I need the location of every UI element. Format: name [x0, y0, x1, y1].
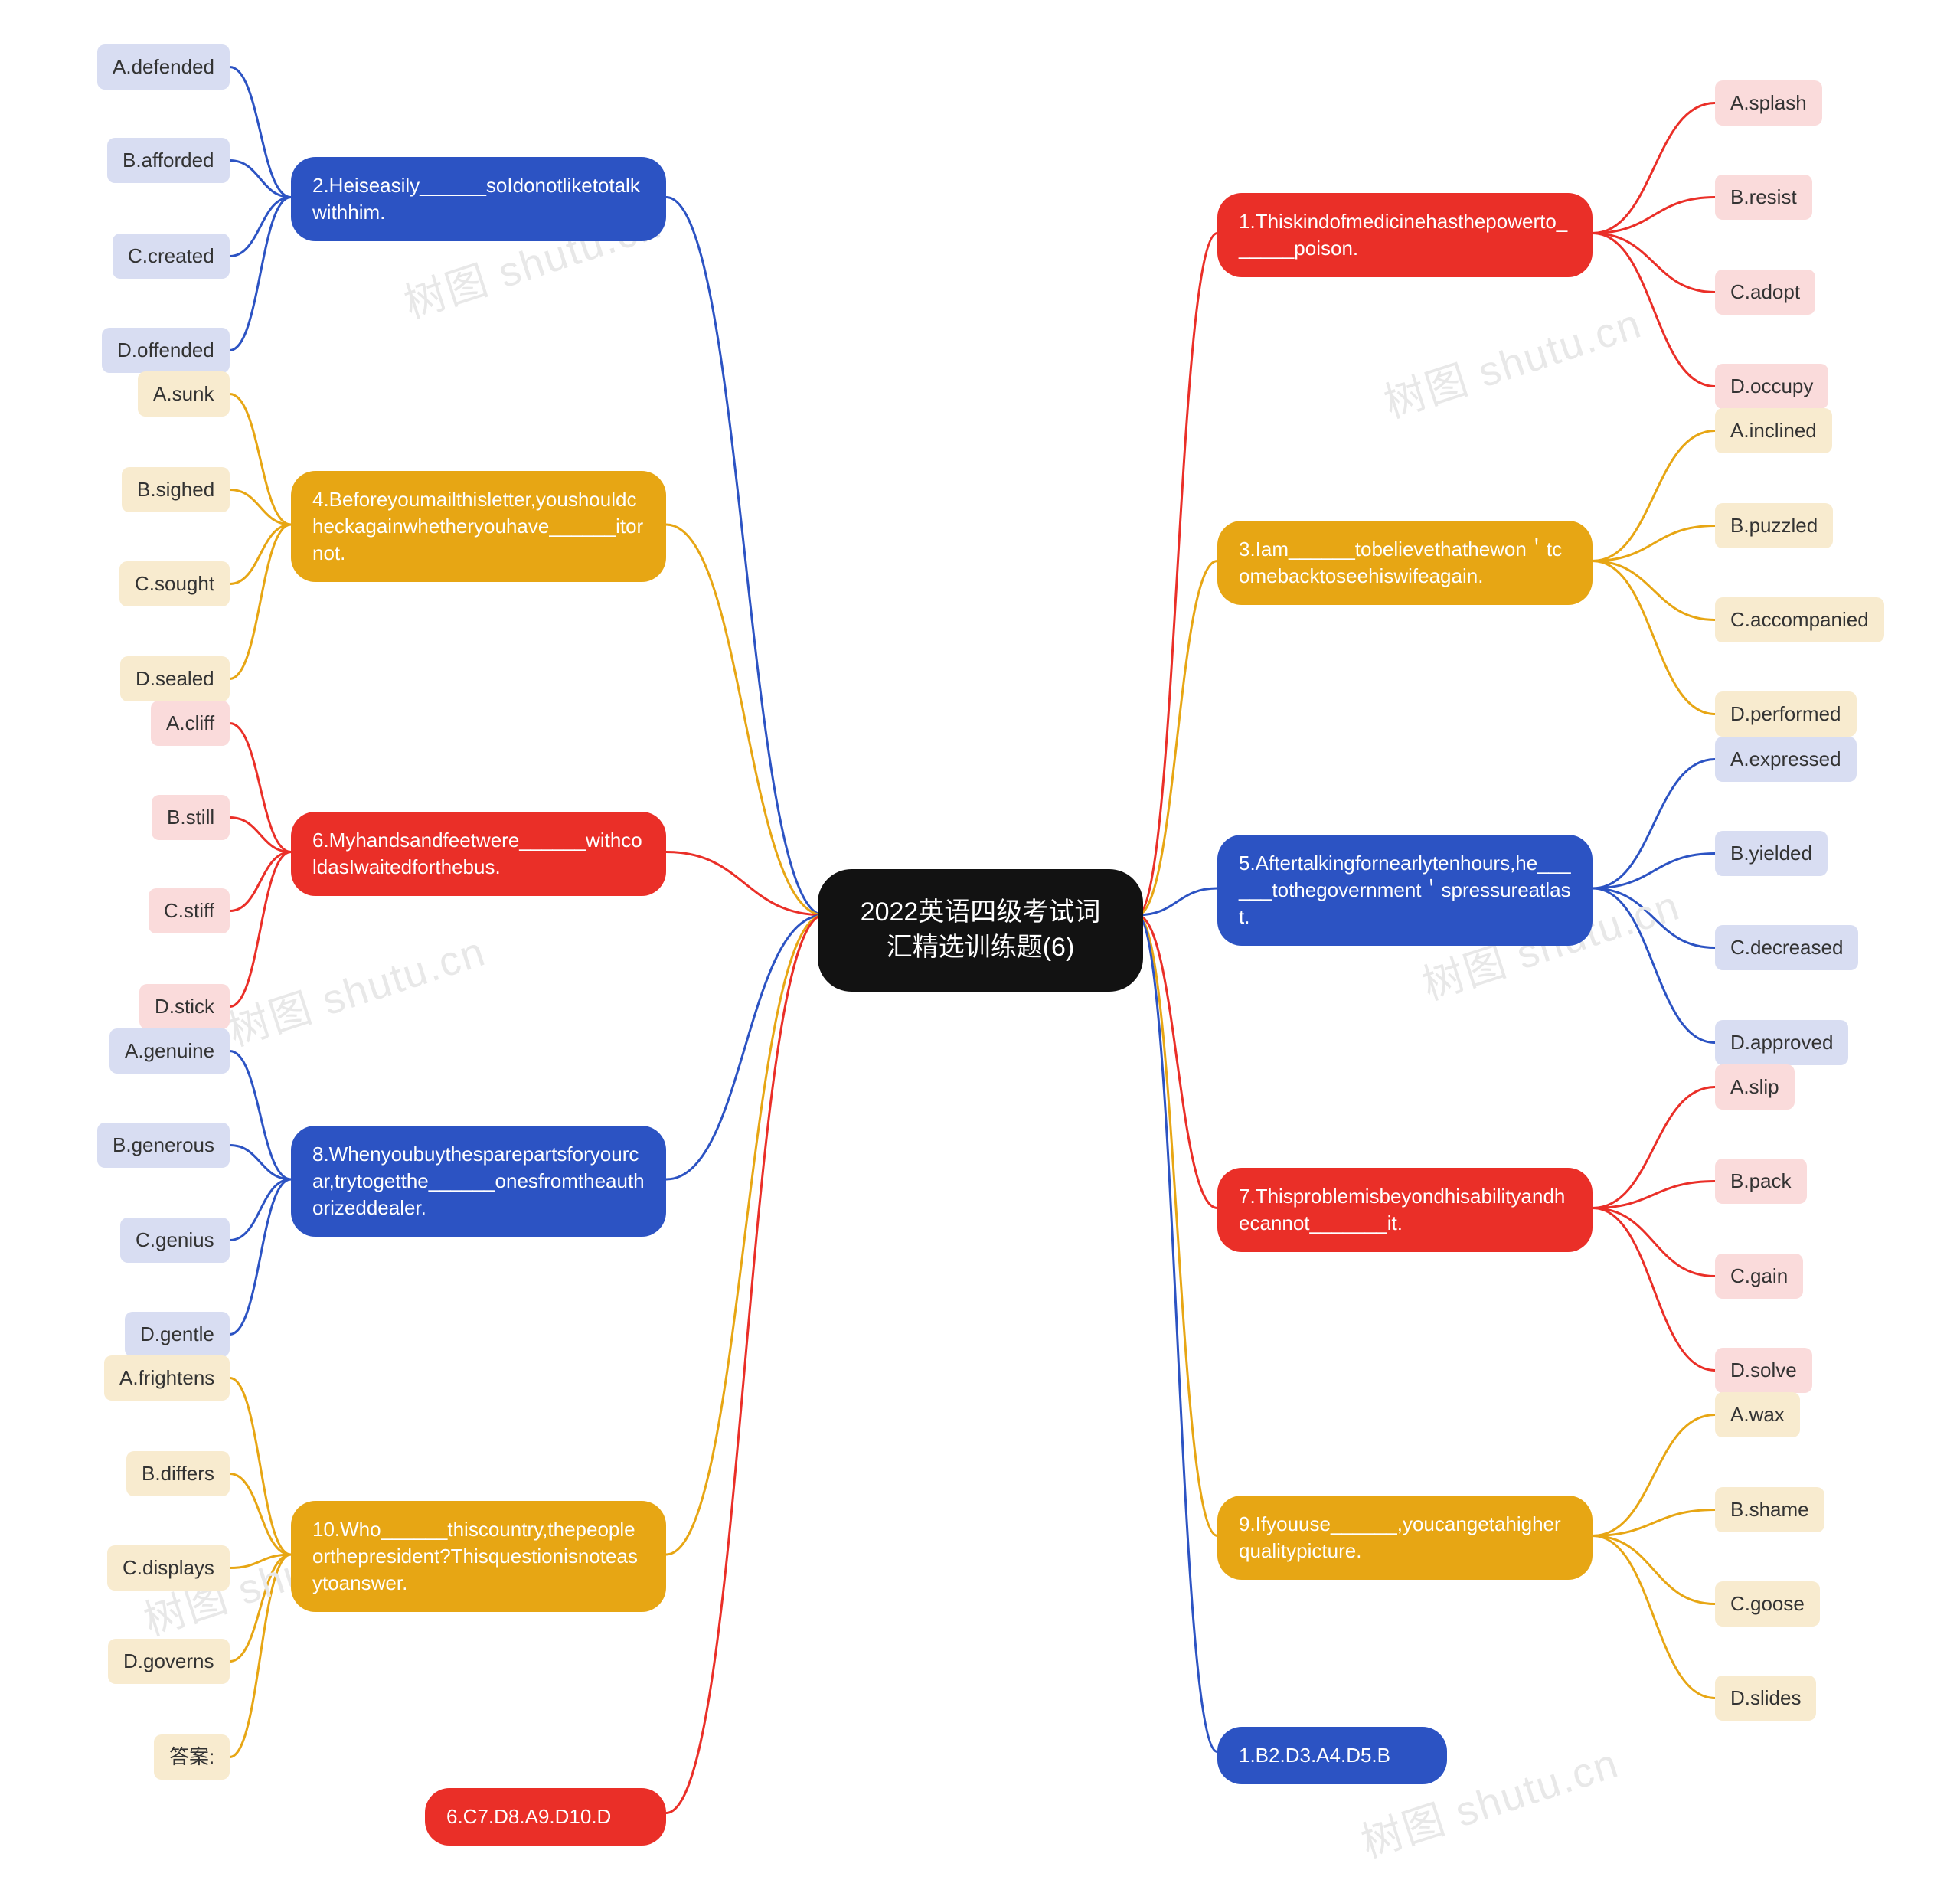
leaf-q7-2: C.gain	[1715, 1254, 1803, 1299]
leaf-q1-1: B.resist	[1715, 175, 1812, 220]
leaf-q5-3: D.approved	[1715, 1020, 1848, 1065]
branch-q7: 7.Thisproblemisbeyondhisabilityandhecann…	[1217, 1168, 1592, 1252]
leaf-q7-0: A.slip	[1715, 1064, 1795, 1110]
leaf-q8-3: D.gentle	[125, 1312, 230, 1357]
leaf-q10-1: B.differs	[126, 1451, 230, 1496]
leaf-q4-3: D.sealed	[120, 656, 230, 701]
leaf-q2-2: C.created	[113, 234, 230, 279]
leaf-q7-1: B.pack	[1715, 1159, 1807, 1204]
leaf-q4-1: B.sighed	[122, 467, 230, 512]
leaf-q8-2: C.genius	[120, 1218, 230, 1263]
leaf-q3-0: A.inclined	[1715, 408, 1832, 453]
leaf-q3-2: C.accompanied	[1715, 597, 1884, 642]
branch-ans1: 1.B2.D3.A4.D5.B	[1217, 1727, 1447, 1784]
leaf-q10-0: A.frightens	[104, 1355, 230, 1401]
leaf-q1-2: C.adopt	[1715, 270, 1815, 315]
leaf-q1-3: D.occupy	[1715, 364, 1828, 409]
leaf-q5-0: A.expressed	[1715, 737, 1857, 782]
branch-q1: 1.Thiskindofmedicinehasthepowerto______p…	[1217, 193, 1592, 277]
watermark: 树图 shutu.cn	[1375, 289, 1648, 430]
leaf-q10-4: 答案:	[154, 1734, 230, 1780]
leaf-q7-3: D.solve	[1715, 1348, 1812, 1393]
leaf-q5-1: B.yielded	[1715, 831, 1828, 876]
leaf-q9-3: D.slides	[1715, 1676, 1816, 1721]
branch-q10: 10.Who______thiscountry,thepeopleorthepr…	[291, 1501, 666, 1612]
leaf-q2-3: D.offended	[102, 328, 230, 373]
leaf-q3-3: D.performed	[1715, 691, 1857, 737]
leaf-q10-2: C.displays	[107, 1545, 230, 1591]
leaf-q4-0: A.sunk	[138, 371, 230, 417]
leaf-q1-0: A.splash	[1715, 80, 1822, 126]
leaf-q8-1: B.generous	[97, 1123, 230, 1168]
leaf-q2-0: A.defended	[97, 44, 230, 90]
branch-q6: 6.Myhandsandfeetwere______withcoldasIwai…	[291, 812, 666, 896]
branch-q3: 3.Iam______tobelievethathewon＇tcomebackt…	[1217, 521, 1592, 605]
leaf-q5-2: C.decreased	[1715, 925, 1858, 970]
branch-q4: 4.Beforeyoumailthisletter,youshouldcheck…	[291, 471, 666, 582]
leaf-q3-1: B.puzzled	[1715, 503, 1833, 548]
leaf-q10-3: D.governs	[108, 1639, 230, 1684]
leaf-q9-0: A.wax	[1715, 1392, 1800, 1437]
leaf-q2-1: B.afforded	[107, 138, 230, 183]
center-node: 2022英语四级考试词汇精选训练题(6)	[818, 869, 1143, 992]
branch-q8: 8.Whenyoubuythesparepartsforyourcar,tryt…	[291, 1126, 666, 1237]
branch-ans2: 6.C7.D8.A9.D10.D	[425, 1788, 666, 1846]
leaf-q6-1: B.still	[152, 795, 230, 840]
branch-q9: 9.Ifyouuse______,youcangetahigherquality…	[1217, 1496, 1592, 1580]
leaf-q6-0: A.cliff	[151, 701, 230, 746]
leaf-q8-0: A.genuine	[109, 1028, 230, 1074]
watermark: 树图 shutu.cn	[219, 917, 492, 1058]
leaf-q9-1: B.shame	[1715, 1487, 1824, 1532]
branch-q2: 2.Heiseasily______soIdonotliketotalkwith…	[291, 157, 666, 241]
leaf-q4-2: C.sought	[119, 561, 230, 606]
branch-q5: 5.Aftertalkingfornearlytenhours,he______…	[1217, 835, 1592, 946]
leaf-q6-2: C.stiff	[149, 888, 230, 933]
leaf-q9-2: C.goose	[1715, 1581, 1820, 1627]
leaf-q6-3: D.stick	[139, 984, 230, 1029]
